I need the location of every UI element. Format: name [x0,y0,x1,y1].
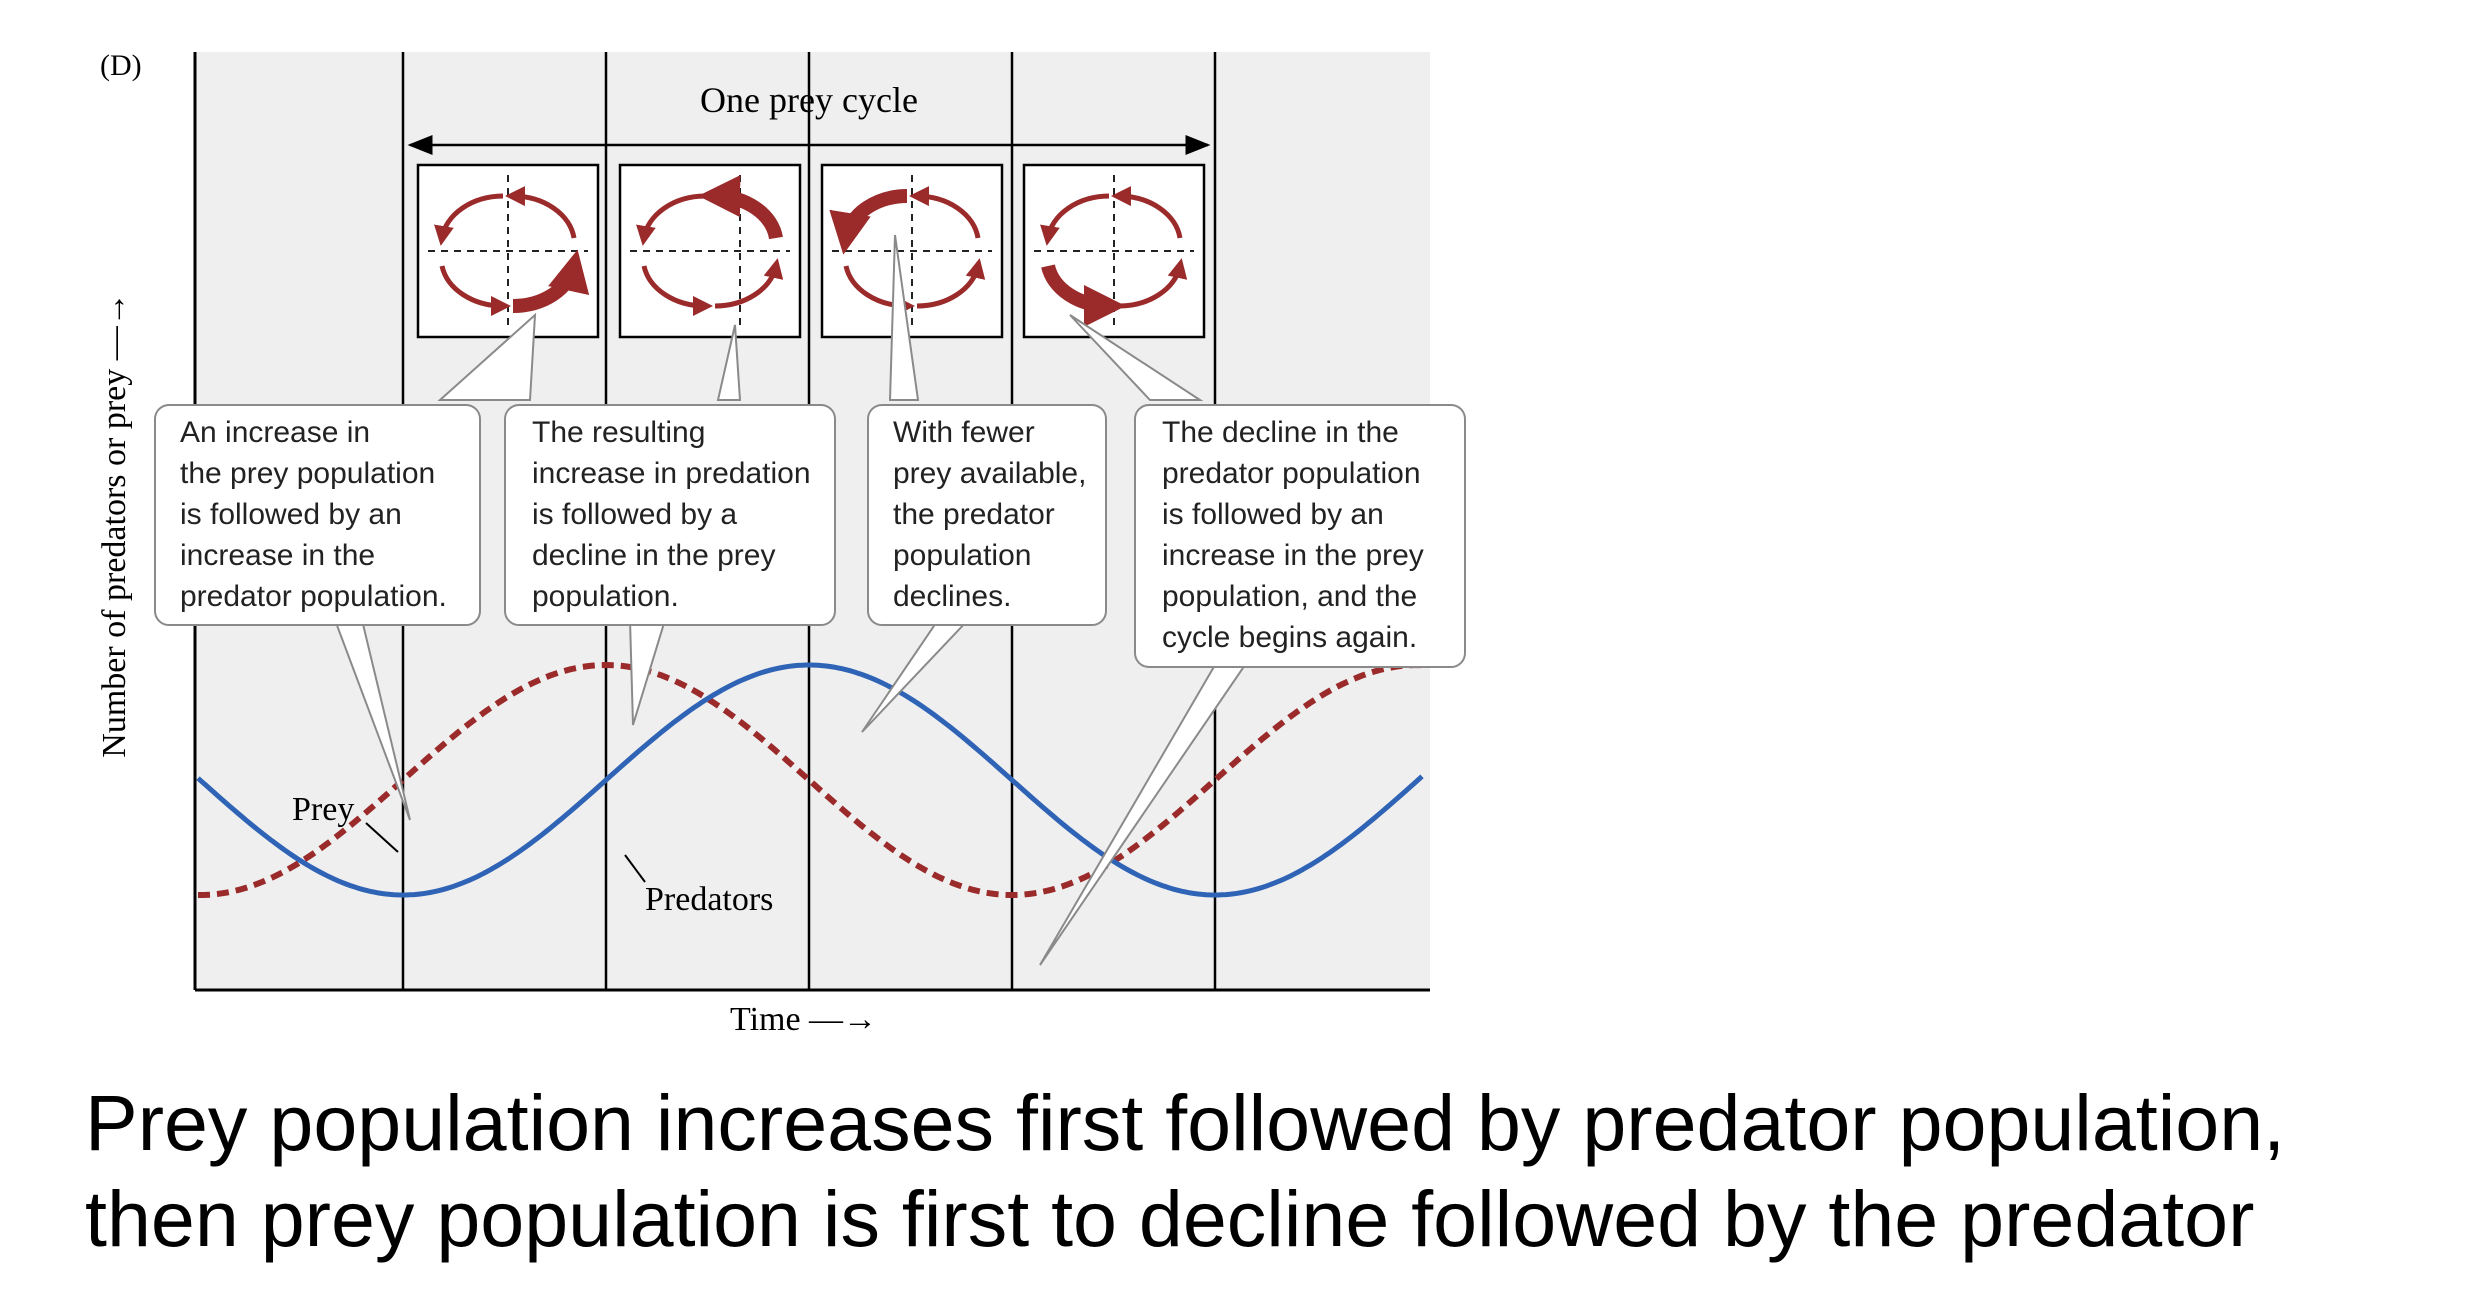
svg-text:With fewer prey availabl: With fewer prey available, the predator … [893,416,1095,613]
svg-text:An increase in the prey: An increase in the prey population is fo… [180,416,447,613]
y-axis-label: Number of predators or prey —→ [96,292,133,757]
svg-text:The decline in the preda: The decline in the predator population i… [1162,416,1432,654]
callout-4-line: predator population [1162,457,1421,490]
callout-1-line: the prey population [180,457,435,490]
cycle-label: One prey cycle [700,80,918,120]
callout-2-line: The resulting [532,416,705,449]
callout-2-line: is followed by a [532,498,737,531]
caption-line-1: Prey population increases first followed… [85,1078,2286,1167]
panel-label: (D) [100,49,142,82]
callout-box-2: The resulting increase in predation is f… [504,404,836,626]
callout-3-line: declines. [893,580,1011,613]
callout-3-line: prey available, [893,457,1086,490]
prey-curve [198,661,1423,898]
callout-box-4: The decline in the predator population i… [1134,404,1466,668]
predators-label: Predators [645,881,773,918]
caption-line-2: then prey population is first to decline… [85,1174,2255,1263]
caption: Prey population increases first followed… [85,1075,2445,1267]
callout-box-3: With fewer prey available, the predator … [867,404,1107,626]
callout-2-line: decline in the prey [532,539,776,572]
callout-pointers [333,234,1247,966]
callout-1-line: increase in the [180,539,375,572]
callout-1-line: An increase in [180,416,370,449]
callout-box-1: An increase in the prey population is fo… [154,404,481,626]
callout-1-line: predator population. [180,580,447,613]
callout-4-line: is followed by an [1162,498,1384,531]
callout-2-line: increase in predation [532,457,811,490]
phase-diagram-3 [820,163,1004,339]
phase-diagram-2 [618,163,802,339]
callout-1-line: is followed by an [180,498,402,531]
callout-4-line: cycle begins again. [1162,621,1417,654]
callout-4-line: increase in the prey [1162,539,1424,572]
predator-curve [196,662,1424,898]
svg-text:The resulting increase i: The resulting increase in predation is f… [532,416,819,613]
callout-3-line: With fewer [893,416,1035,449]
prey-label: Prey [292,791,354,828]
callout-3-line: the predator [893,498,1055,531]
phase-diagram-4 [1022,163,1206,339]
phase-diagram-1 [416,163,600,339]
callout-4-line: The decline in the [1162,416,1399,449]
callout-4-line: population, and the [1162,580,1417,613]
prey-label-leader [365,822,399,853]
callout-3-line: population [893,539,1031,572]
callout-2-line: population. [532,580,679,613]
x-axis-label: Time —→ [730,1001,877,1038]
predators-label-leader [624,854,646,883]
